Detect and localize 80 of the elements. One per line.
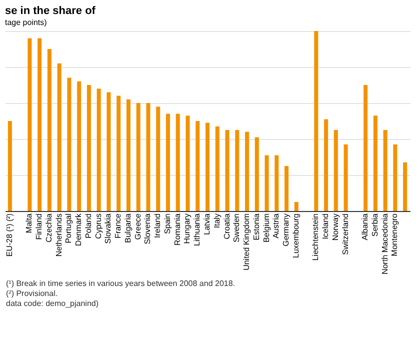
bar [284,166,289,211]
x-tick-label: Switzerland [340,214,350,255]
x-tick-label: Finland [34,214,44,240]
x-tick-label: EU-28 (¹) (²) [4,213,14,257]
x-tick-label: Montenegro [390,212,400,256]
x-tick-label: Slovakia [104,212,113,244]
bar [38,38,42,211]
bar [96,88,101,211]
x-tick-label: Belgium [262,213,271,242]
bar [77,81,82,211]
x-tick-label: Slovenia [143,212,152,244]
bar [67,78,72,211]
x-tick-label: Malta [24,212,34,234]
bar [106,92,111,211]
bar [245,132,250,211]
x-tick-label: Portugal [64,213,74,244]
bar [274,155,279,211]
x-tick-label: Iceland [321,214,330,240]
bar [403,162,408,211]
bar [116,96,121,211]
bar [235,130,240,211]
bar [176,114,180,211]
bar [47,49,52,211]
bar [146,103,150,211]
bar [373,116,378,211]
bar [254,137,259,211]
x-tick-label: Croatia [222,212,232,240]
x-tick-label: Norway [330,214,340,241]
bar [393,144,398,211]
bar [57,63,62,211]
x-tick-label: Cyprus [94,214,103,239]
bar [225,130,230,211]
bar [156,106,160,211]
x-tick-label: Ireland [153,214,162,238]
x-tick-label: Bulgaria [123,212,132,243]
bar [126,99,130,211]
bar [8,121,12,211]
bar [186,116,190,211]
x-tick-label: North Macedonia [380,212,390,274]
text: (²) Provisional. [6,289,59,299]
x-tick-label: Serbia [370,212,380,237]
bar [215,126,220,211]
x-tick-label: Austria [272,212,281,238]
x-tick-label: Netherlands [54,214,64,257]
bar [86,85,91,211]
text: (¹) Break in time series in various years between 2008 and 2018. [6,279,236,289]
bar [344,144,348,211]
bar [334,130,338,211]
bar [324,119,328,211]
bar [314,31,318,211]
text: data code: demo_pjanind) [6,299,100,309]
bar [206,122,210,211]
bar [196,121,200,211]
bar [383,130,388,211]
x-tick-label: Lithuania [192,212,202,246]
x-tick-label: Spain [162,214,172,234]
x-tick-label: Albania [360,212,370,240]
bar [28,38,32,211]
bar [294,202,298,211]
bar [166,114,170,211]
x-tick-label: France [114,212,123,238]
x-tick-label: Denmark [74,212,84,246]
x-tick-label: Latvia [202,212,212,235]
bar [264,155,269,211]
x-tick-label: Liechtenstein [311,214,320,261]
x-tick-label: United Kingdom [242,213,252,270]
x-tick-label: Romania [172,212,182,246]
x-tick-label: Luxembourg [291,214,300,258]
bar [364,85,368,211]
x-tick-label: Poland [84,214,93,238]
bar [136,103,140,211]
x-tick-label: Hungary [182,214,192,244]
x-tick-label: Czechia [44,212,54,242]
chart-title: se in the share of [5,5,96,17]
x-tick-label: Estonia [252,212,261,240]
x-tick-label: Germany [282,214,291,246]
x-tick-label: Greece [133,212,142,240]
chart-subtitle: tage points) [5,18,48,27]
x-tick-label: Italy [212,214,222,228]
x-tick-label: Sweden [232,214,242,242]
